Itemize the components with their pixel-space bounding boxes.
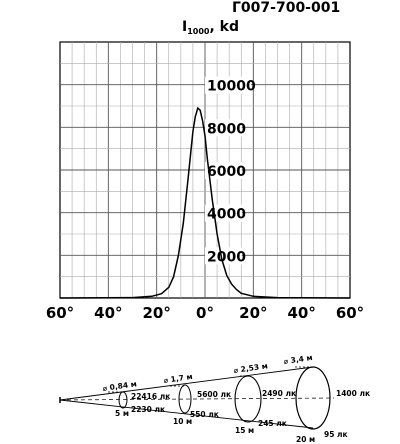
distance-label-20m: 20 м [296,435,315,444]
edge-lux-20m: 95 лк [324,430,348,439]
x-tick-label: 20° [142,304,170,322]
distance-label-10m: 10 м [173,417,192,426]
cone-section-5m [118,391,128,409]
diameter-label-15m: ⌀ 2,53 м [233,361,268,375]
x-tick-label: 0° [196,304,214,322]
edge-lux-10m: 550 лк [190,410,219,419]
x-tick-labels: 60° 40° 20° 0° 20° 40° 60° [46,304,364,322]
distance-label-5m: 5 м [115,409,129,418]
grid-lines [60,42,350,298]
y-tick-label: 10000 [207,79,256,95]
x-tick-label: 60° [336,304,364,322]
y-tick-label: 6000 [207,164,246,180]
y-tick-labels: 2000 4000 6000 8000 10000 [205,76,256,265]
y-axis-label-sub: 1000 [187,27,210,36]
x-tick-label: 60° [46,304,74,322]
y-tick-label: 2000 [207,249,246,265]
y-tick-label: 4000 [207,207,246,223]
y-axis-label-unit: , kd [209,19,239,35]
y-axis-label-main: I [182,19,187,35]
light-cone-diagram [59,366,335,430]
y-axis-label: I1000, kd [182,19,239,36]
center-lux-15m: 2490 лк [262,389,296,398]
y-tick-label: 8000 [207,121,246,137]
edge-lux-15m: 245 лк [258,419,287,428]
y-tick-label-bg [205,162,242,179]
x-tick-label: 20° [239,304,267,322]
chart-title: Г007-700-001 [232,0,340,16]
diameter-label-20m: ⌀ 3,4 м [283,353,313,366]
distance-label-15m: 15 м [235,426,254,435]
cone-section-10m [178,384,192,414]
x-tick-label: 40° [287,304,315,322]
y-tick-label-bg [205,119,242,137]
x-tick-label: 40° [94,304,122,322]
y-tick-label-bg [205,247,242,265]
series-line [59,106,351,299]
center-lux-5m: 22416 лк [131,392,170,401]
cone-section-15m [234,375,262,423]
center-lux-10m: 5600 лк [197,390,231,399]
center-lux-20m: 1400 лк [336,389,370,398]
cone-axis [59,397,335,401]
cone-upper-edge [59,366,314,401]
diameter-label-10m: ⌀ 1,7 м [163,372,193,385]
y-tick-label-bg [205,76,251,94]
edge-lux-5m: 2230 лк [131,405,165,414]
cone-lower-edge [59,399,314,429]
